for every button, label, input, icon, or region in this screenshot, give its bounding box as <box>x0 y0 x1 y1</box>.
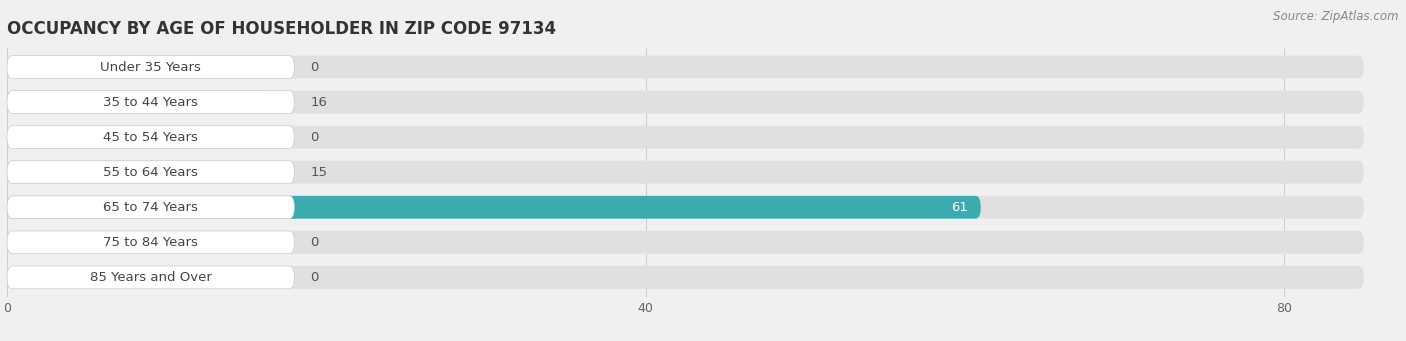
Text: 85 Years and Over: 85 Years and Over <box>90 271 212 284</box>
Text: 16: 16 <box>311 95 328 108</box>
FancyBboxPatch shape <box>7 196 294 219</box>
Text: Under 35 Years: Under 35 Years <box>100 60 201 74</box>
Text: 15: 15 <box>311 166 328 179</box>
Text: 0: 0 <box>311 236 319 249</box>
Text: Source: ZipAtlas.com: Source: ZipAtlas.com <box>1274 10 1399 23</box>
Text: 35 to 44 Years: 35 to 44 Years <box>103 95 198 108</box>
FancyBboxPatch shape <box>7 266 294 289</box>
Text: 55 to 64 Years: 55 to 64 Years <box>103 166 198 179</box>
Text: 45 to 54 Years: 45 to 54 Years <box>103 131 198 144</box>
FancyBboxPatch shape <box>7 91 263 114</box>
Text: 0: 0 <box>311 271 319 284</box>
FancyBboxPatch shape <box>7 266 1364 289</box>
FancyBboxPatch shape <box>7 56 1364 78</box>
FancyBboxPatch shape <box>7 196 1364 219</box>
FancyBboxPatch shape <box>7 161 294 183</box>
Text: 61: 61 <box>950 201 967 214</box>
Text: 65 to 74 Years: 65 to 74 Years <box>103 201 198 214</box>
Text: 0: 0 <box>311 131 319 144</box>
FancyBboxPatch shape <box>7 231 1364 254</box>
FancyBboxPatch shape <box>7 126 1364 149</box>
FancyBboxPatch shape <box>7 161 1364 183</box>
Text: OCCUPANCY BY AGE OF HOUSEHOLDER IN ZIP CODE 97134: OCCUPANCY BY AGE OF HOUSEHOLDER IN ZIP C… <box>7 20 557 38</box>
FancyBboxPatch shape <box>7 91 1364 114</box>
FancyBboxPatch shape <box>7 126 294 149</box>
FancyBboxPatch shape <box>7 91 294 114</box>
FancyBboxPatch shape <box>7 161 246 183</box>
FancyBboxPatch shape <box>7 196 981 219</box>
FancyBboxPatch shape <box>7 231 294 254</box>
Text: 0: 0 <box>311 60 319 74</box>
Text: 75 to 84 Years: 75 to 84 Years <box>103 236 198 249</box>
FancyBboxPatch shape <box>7 56 294 78</box>
